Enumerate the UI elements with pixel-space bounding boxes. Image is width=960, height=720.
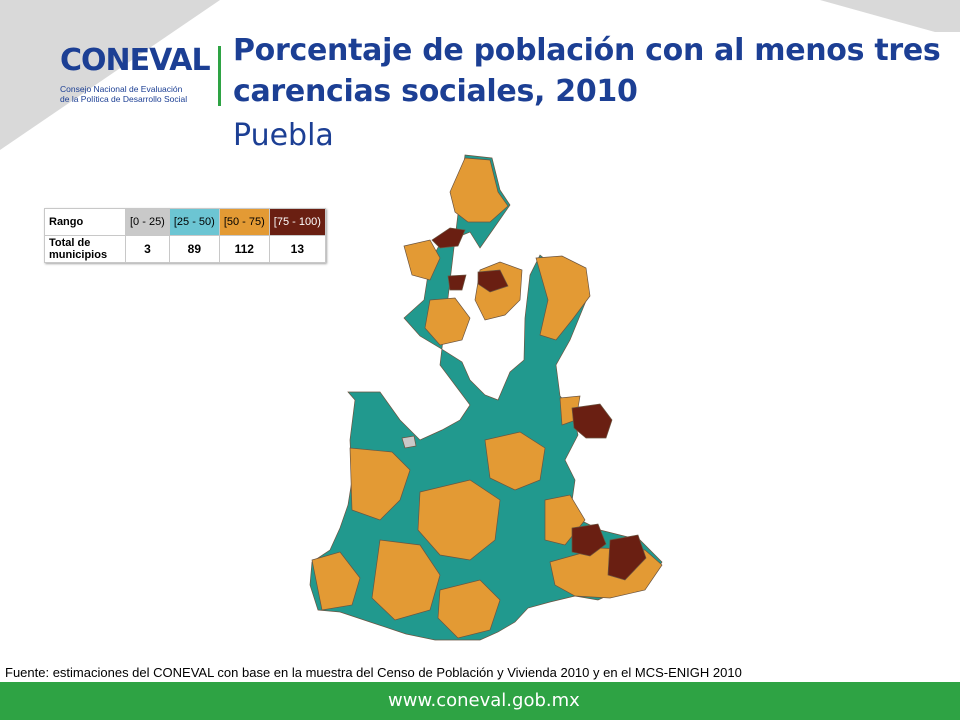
page-title: Porcentaje de población con al menos tre… [233,33,941,109]
legend-row-label-range: Rango [44,208,126,236]
legend-table: Rango [0 - 25) [25 - 50) [50 - 75) [75 -… [44,208,326,263]
source-note: Fuente: estimaciones del CONEVAL con bas… [5,665,742,680]
legend-range-0: [0 - 25) [125,208,170,236]
map-region-darkred-1 [431,227,466,249]
map-region-orange-center2 [417,479,501,561]
legend-range-2: [50 - 75) [218,208,270,236]
legend-count-0: 3 [125,235,170,263]
map-region-darkred-6 [607,534,647,581]
puebla-municipal-map [309,154,663,641]
map-region-orange-west [403,239,441,281]
coneval-logo: CONEVAL Consejo Nacional de Evaluación d… [60,44,211,106]
corner-decoration-right [820,0,960,32]
map-region-orange-ne [535,255,591,341]
state-name: Puebla [233,118,334,153]
map-regions-orange [311,157,663,639]
legend-count-row: Total de municipios 3 89 112 13 [44,235,326,263]
map-region-darkred-3 [477,269,509,293]
map-regions-dark-red [431,227,647,581]
map-regions-gray [401,435,417,449]
legend-count-2: 112 [218,235,270,263]
legend-range-row: Rango [0 - 25) [25 - 50) [50 - 75) [75 -… [44,208,326,236]
logo-wordmark: CONEVAL [60,43,211,78]
corner-decoration-left [0,0,220,150]
legend-count-3: 13 [268,235,326,263]
map-region-darkred-2 [447,274,467,291]
map-region-darkred-4 [571,403,613,439]
map-region-orange-center3 [484,431,546,491]
logo-subtitle-line2: de la Política de Desarrollo Social [60,94,188,104]
map-region-gray-1 [401,435,417,449]
map-region-orange-south1 [311,551,361,611]
legend-range-1: [25 - 50) [168,208,220,236]
legend-range-3: [75 - 100) [268,208,326,236]
logo-subtitle-line1: Consejo Nacional de Evaluación [60,84,183,94]
title-accent-bar [218,46,221,106]
map-region-orange-south3 [437,579,501,639]
map-region-orange-center1 [349,447,411,521]
footer-bar: www.coneval.gob.mx [0,682,960,720]
legend-row-label-count: Total de municipios [44,235,126,263]
map-region-orange-south2 [371,539,441,621]
legend-count-1: 89 [168,235,220,263]
map-region-orange-mid [424,297,471,346]
footer-url-link[interactable]: www.coneval.gob.mx [388,690,580,711]
map-region-darkred-5 [571,523,607,557]
map-region-orange-north [449,157,509,223]
